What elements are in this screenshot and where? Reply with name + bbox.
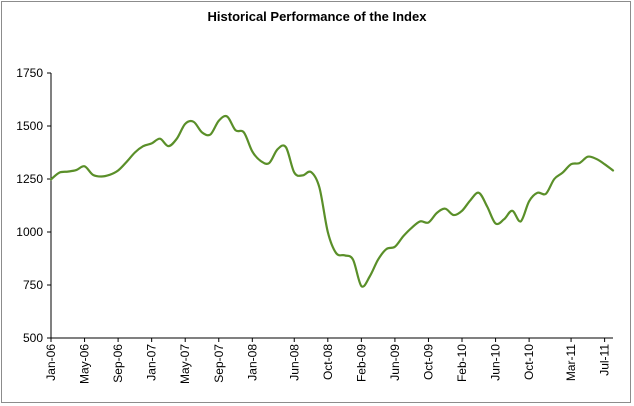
x-tick-label: Jan-08	[245, 344, 259, 381]
y-axis: 500 750 1000 1250 1500 1750	[16, 66, 52, 345]
data-point	[604, 163, 606, 165]
data-point	[226, 116, 228, 118]
data-point	[369, 276, 371, 278]
data-point	[193, 121, 195, 123]
x-tick-label: Oct-10	[522, 344, 536, 380]
data-point	[100, 176, 102, 178]
data-point	[126, 161, 128, 163]
y-tick-label: 1000	[16, 225, 43, 239]
x-tick-label: Sep-06	[111, 344, 125, 383]
x-tick-label: Mar-11	[564, 344, 578, 381]
x-tick-label: Oct-09	[421, 344, 435, 380]
data-point	[50, 178, 52, 180]
data-point	[453, 214, 455, 216]
x-tick-label: Jun-08	[287, 344, 301, 381]
x-tick-label: Jun-10	[489, 344, 503, 381]
x-axis: Jan-06 May-06 Sep-06 Jan-07 May-07 Sep-07 Jan-…	[44, 337, 613, 384]
data-point	[545, 193, 547, 195]
x-tick-label: Jan-06	[44, 344, 58, 381]
x-tick-label: May-06	[78, 344, 92, 384]
data-point	[201, 131, 203, 133]
x-tick-label: Feb-10	[455, 344, 469, 382]
data-point	[285, 146, 287, 148]
data-point	[495, 223, 497, 225]
data-point	[318, 187, 320, 189]
data-point	[117, 170, 119, 172]
y-tick-label: 1750	[16, 66, 43, 80]
data-point	[570, 163, 572, 165]
data-point	[360, 285, 362, 287]
x-tick-label: Jan-07	[145, 344, 159, 381]
data-point	[419, 220, 421, 222]
x-tick-label: Sep-07	[212, 344, 226, 383]
data-point	[67, 171, 69, 173]
data-point	[109, 174, 111, 176]
x-tick-label: Jun-09	[388, 344, 402, 381]
data-point	[520, 220, 522, 222]
data-point	[377, 259, 379, 261]
data-point	[176, 138, 178, 140]
data-point	[75, 169, 77, 171]
data-point	[411, 227, 413, 229]
data-point	[251, 150, 253, 152]
data-point	[444, 208, 446, 210]
series-group	[49, 114, 615, 288]
data-point	[528, 200, 530, 202]
data-point	[428, 222, 430, 224]
chart-title: Historical Performance of the Index	[207, 9, 427, 24]
data-point	[243, 131, 245, 133]
data-point	[587, 156, 589, 158]
data-point	[142, 145, 144, 147]
x-tick-label: Oct-08	[321, 344, 335, 380]
data-point	[335, 252, 337, 254]
y-tick-label: 1500	[16, 119, 43, 133]
data-point	[595, 158, 597, 160]
data-point	[503, 218, 505, 220]
data-point	[511, 210, 513, 212]
data-point	[612, 170, 614, 172]
data-point	[209, 134, 211, 136]
data-point	[268, 162, 270, 164]
data-point	[537, 192, 539, 194]
data-point	[151, 142, 153, 144]
data-point	[562, 172, 564, 174]
y-tick-label: 500	[23, 331, 43, 345]
data-point	[327, 231, 329, 233]
data-point	[478, 192, 480, 194]
data-point	[578, 162, 580, 164]
data-point	[260, 160, 262, 162]
data-point	[469, 199, 471, 201]
data-point	[84, 165, 86, 167]
data-point	[436, 212, 438, 214]
data-point	[394, 246, 396, 248]
data-point	[302, 174, 304, 176]
data-point	[235, 129, 237, 131]
y-tick-label: 1250	[16, 172, 43, 186]
data-point	[352, 259, 354, 261]
data-point	[277, 148, 279, 150]
series-line	[49, 114, 615, 288]
data-point	[293, 172, 295, 174]
data-point	[461, 210, 463, 212]
data-point	[184, 123, 186, 125]
data-point	[402, 235, 404, 237]
data-point	[386, 248, 388, 250]
x-tick-label: Feb-09	[354, 344, 368, 382]
data-point	[486, 206, 488, 208]
data-point	[553, 178, 555, 180]
data-point	[134, 152, 136, 154]
data-point	[344, 254, 346, 256]
data-point	[310, 171, 312, 173]
x-tick-label: May-07	[178, 344, 192, 384]
y-tick-label: 750	[23, 278, 43, 292]
data-point	[58, 172, 60, 174]
data-point	[92, 174, 94, 176]
data-point	[167, 145, 169, 147]
data-point	[159, 138, 161, 140]
x-tick-label: Jul-11	[598, 344, 612, 376]
data-point	[218, 120, 220, 122]
